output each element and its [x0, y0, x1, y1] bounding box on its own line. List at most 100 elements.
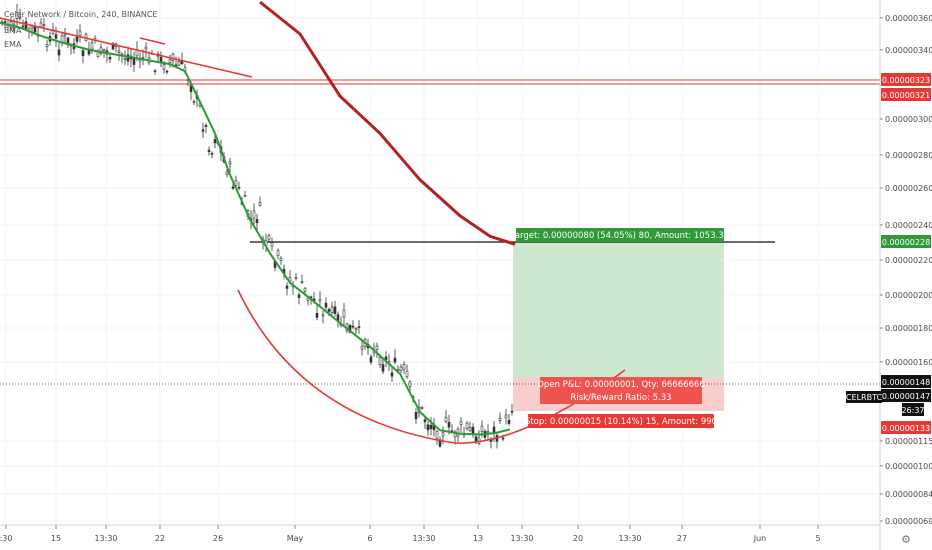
- candle-body: [162, 64, 166, 70]
- price-axis[interactable]: 0.00000360 0.00000340 0.00000300 0.00000280…: [846, 0, 932, 550]
- candle-body: [165, 70, 169, 73]
- candle-body: [333, 306, 337, 314]
- time-tick-label: 26: [213, 534, 223, 543]
- time-tick-label: 22: [155, 534, 165, 543]
- candle-body: [15, 12, 19, 19]
- chart-header: Celer Network / Bitcoin, 240, BINANCE EM…: [4, 10, 157, 49]
- candle-body: [486, 431, 490, 434]
- candle-body: [441, 432, 445, 437]
- price-tag-bg: [881, 88, 931, 101]
- candle-body: [405, 370, 409, 377]
- candle-body: [354, 328, 358, 331]
- candle-body: [480, 425, 484, 432]
- time-tick-label: 13:30: [94, 534, 117, 543]
- candle-body: [228, 161, 232, 165]
- price-tag-line: 0.00000321: [881, 88, 931, 101]
- candle-body: [255, 218, 259, 224]
- candle-body: [507, 419, 511, 424]
- candle-body: [465, 422, 469, 429]
- candle-body: [213, 139, 217, 144]
- price-tick-label: 0.00000360: [885, 14, 932, 23]
- indicator-ema-1[interactable]: EMA: [4, 26, 22, 35]
- candle-body: [63, 34, 67, 37]
- settings-icon[interactable]: ⚙: [901, 533, 911, 546]
- candle-body: [276, 250, 280, 256]
- time-axis[interactable]: :30 15 13:30 22 26 May 6 13:30 13 13:30 20 13:30 27 J…: [0, 524, 911, 546]
- candle-body: [447, 422, 451, 428]
- time-tick-label: 15: [51, 534, 61, 543]
- price-tick-label: 0.00000240: [885, 221, 932, 230]
- candle-body: [444, 416, 448, 422]
- indicator-lines: [0, 0, 626, 444]
- candle-body: [330, 306, 334, 314]
- price-tag-last: 0.00000148: [881, 375, 931, 388]
- candle-body: [294, 277, 298, 279]
- candle-body: [435, 431, 439, 439]
- candle-body: [342, 309, 346, 318]
- candle-body: [357, 326, 361, 328]
- price-tag-bg: [881, 421, 931, 434]
- price-tag-text: 0.00000148: [882, 378, 930, 387]
- candle-body: [297, 294, 301, 298]
- indicator-ema-2[interactable]: EMA: [4, 40, 22, 49]
- candle-body: [498, 417, 502, 421]
- candle-body: [57, 49, 61, 56]
- price-tag-target: 0.00000228: [881, 235, 931, 248]
- candle-body: [378, 357, 382, 365]
- candle-body: [459, 421, 463, 425]
- symbol-line: Celer Network / Bitcoin, 240, BINANCE: [4, 10, 157, 19]
- price-tick-label: 0.00000220: [885, 256, 932, 265]
- rounding-bottom-arc: [237, 289, 626, 444]
- candle-body: [324, 302, 328, 308]
- candle-body: [252, 210, 256, 219]
- price-tick-label: 0.00000280: [885, 151, 932, 160]
- candle-body: [423, 419, 427, 423]
- candle-body: [204, 125, 208, 127]
- time-tick-label: 13:30: [618, 534, 641, 543]
- symbol-tag-text: CELRBTC: [846, 393, 883, 402]
- candle-body: [168, 58, 172, 63]
- risk-reward-label-bg: [540, 390, 702, 404]
- price-tag-countdown: 26:37: [901, 403, 925, 416]
- candle-body: [108, 56, 112, 60]
- time-tick-label: :30: [0, 534, 12, 543]
- risk-reward-label: Risk/Reward Ratio: 5.33: [540, 390, 702, 404]
- price-tag-bg: [881, 375, 931, 388]
- candle-body: [270, 242, 274, 247]
- open-pl-label: Open P&L: 0.00000001, Qty: 66666666: [537, 377, 705, 391]
- price-tick-label: 0.00000260: [885, 184, 932, 193]
- candle-body: [21, 25, 25, 28]
- candle-body: [126, 54, 130, 62]
- candle-body: [393, 357, 397, 363]
- candle-body: [321, 314, 325, 317]
- candle-body: [375, 345, 379, 350]
- candle-body: [303, 287, 307, 292]
- candle-body: [117, 50, 121, 53]
- candle-body: [315, 312, 319, 318]
- target-zone: [513, 242, 724, 378]
- candle-body: [90, 42, 94, 50]
- price-tag-line: 0.00000323: [881, 73, 931, 86]
- candle-body: [414, 412, 418, 420]
- price-tag-text: 26:37: [901, 406, 924, 415]
- price-tick-label: 0.00000084: [885, 490, 932, 499]
- candle-body: [123, 58, 127, 60]
- price-tick-label: 0.00000180: [885, 324, 932, 333]
- price-tag-bg: [902, 403, 924, 416]
- candle-body: [243, 195, 247, 197]
- candle-body: [102, 49, 106, 52]
- price-tick-label: 0.00000115: [885, 437, 932, 446]
- candle-body: [171, 53, 175, 62]
- stop-label-bg: [528, 414, 714, 428]
- stop-label-text: Stop: 0.00000015 (10.14%) 15, Amount: 99…: [525, 417, 717, 427]
- time-tick-label: 13:30: [510, 534, 533, 543]
- candle-body: [33, 26, 37, 33]
- candle-body: [201, 129, 205, 132]
- price-tag-bg: [881, 235, 931, 248]
- candle-body: [237, 186, 241, 189]
- candle-body: [438, 439, 442, 447]
- candle-body: [39, 22, 43, 28]
- time-tick-label: 27: [677, 534, 687, 543]
